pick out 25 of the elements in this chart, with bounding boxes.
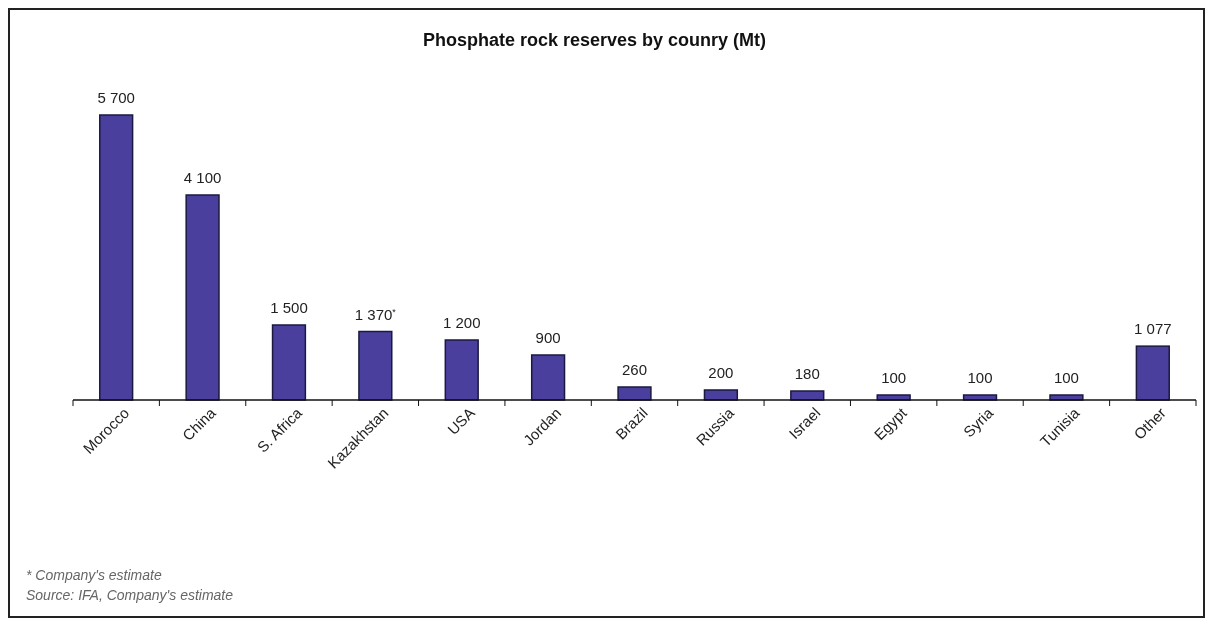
bar [444, 339, 479, 401]
data-label: 180 [794, 365, 820, 382]
data-label: 1 200 [442, 314, 481, 331]
bar [617, 386, 652, 401]
bar [530, 354, 566, 401]
source-note: Source: IFA, Company's estimate [26, 587, 234, 603]
bar [358, 330, 393, 401]
data-label: 100 [1053, 369, 1079, 386]
x-tick-label: USA [444, 404, 478, 438]
data-label: 1 370$^{*}$ [354, 305, 397, 323]
data-label: 5 700 [97, 89, 135, 106]
data-label: 900 [535, 329, 561, 346]
text: * Company's estimate [26, 567, 162, 583]
bar [99, 114, 134, 401]
data-label: 100 [881, 369, 907, 386]
bar [271, 324, 307, 401]
data-label: 260 [621, 361, 648, 378]
chart-title: Phosphate rock reserves by counry (Mt) [422, 30, 767, 50]
bar [1135, 345, 1170, 401]
data-label: 200 [708, 364, 734, 381]
data-label: 1 077 [1134, 320, 1172, 338]
bar [185, 194, 220, 401]
data-label: 100 [967, 369, 993, 386]
data-label: 4 100 [183, 169, 222, 186]
data-label: 1 500 [270, 299, 308, 316]
